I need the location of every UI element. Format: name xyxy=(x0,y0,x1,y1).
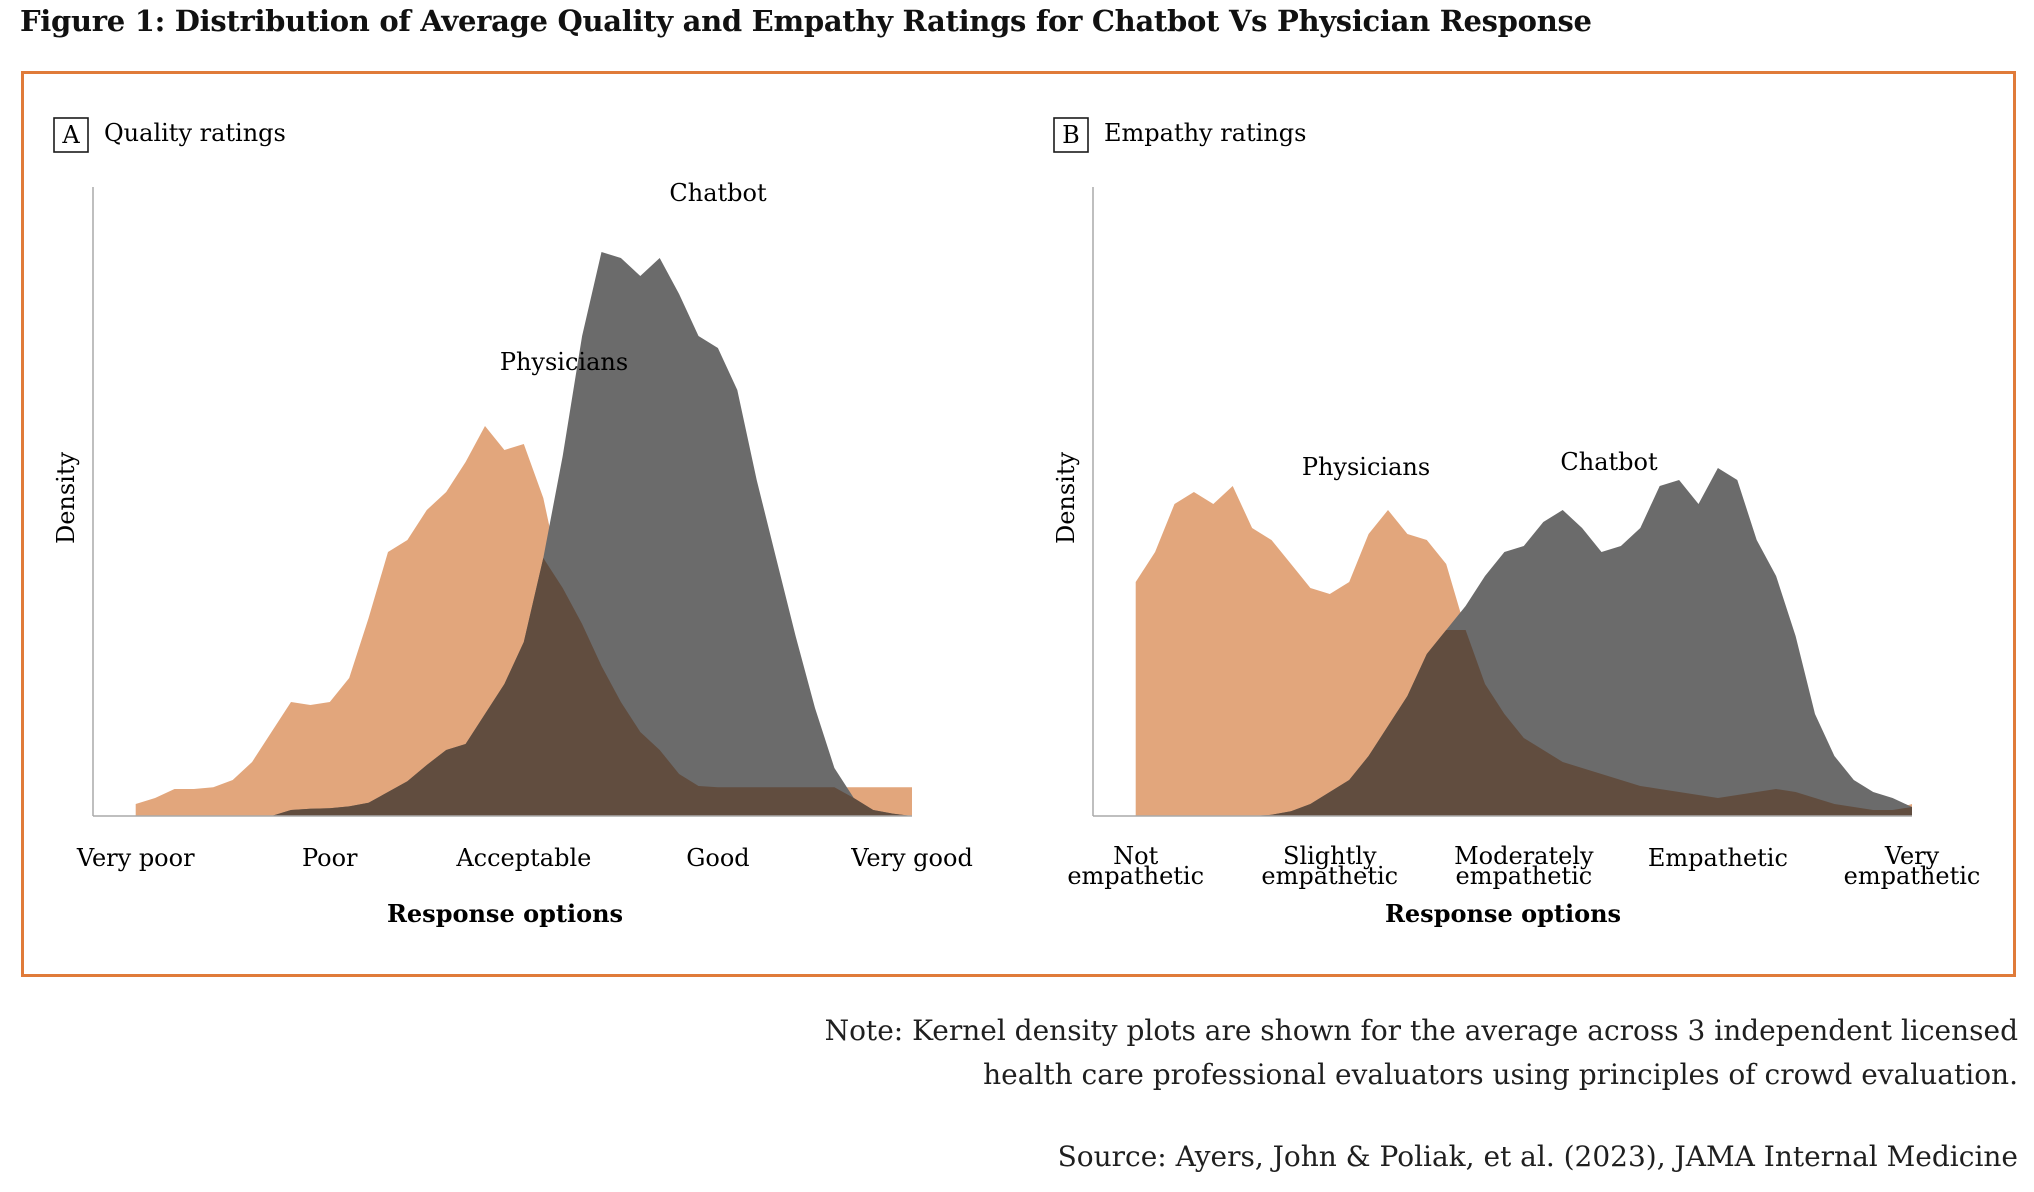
x-tick-label: Very poor xyxy=(76,844,195,872)
chatbot-annotation: Chatbot xyxy=(1560,448,1658,476)
physicians-annotation: Physicians xyxy=(1302,453,1430,481)
physicians-density-area xyxy=(1135,486,1912,816)
x-tick-label: Moderately empathetic xyxy=(1454,842,1594,890)
chatbot-annotation: Chatbot xyxy=(669,179,767,207)
panel-letter: A xyxy=(61,121,80,149)
plot-area xyxy=(135,252,912,816)
x-tick-labels: Not empathetic Slightly empathetic Moderatel… xyxy=(1067,842,1980,890)
panel-letter-box xyxy=(1053,117,1089,153)
panel-letter-box xyxy=(53,117,89,153)
x-tick-label: Very good xyxy=(850,844,973,872)
x-tick-label: Not empathetic xyxy=(1067,842,1204,890)
panel-empathy: B Empathy ratings Density Not empathetic S… xyxy=(1052,117,1980,928)
x-tick-label: Slightly empathetic xyxy=(1261,842,1398,890)
overlap-density-area xyxy=(1135,630,1912,816)
panel-title: Quality ratings xyxy=(104,119,286,147)
y-axis-label: Density xyxy=(1052,452,1080,545)
x-tick-label: Very empathetic xyxy=(1844,842,1981,890)
figure-frame xyxy=(21,71,2016,977)
x-axis-label: Response options xyxy=(387,899,623,928)
x-tick-label: Poor xyxy=(302,844,358,872)
panel-title: Empathy ratings xyxy=(1104,119,1306,147)
chatbot-density-area xyxy=(135,252,912,816)
note-line-2: health care professional evaluators usin… xyxy=(983,1058,2018,1091)
x-tick-label: Acceptable xyxy=(455,844,591,872)
figure-title: Figure 1: Distribution of Average Qualit… xyxy=(20,4,1592,38)
plot-area xyxy=(1135,468,1912,816)
x-tick-label: Good xyxy=(686,844,749,872)
overlap-density-area xyxy=(135,558,912,816)
x-tick-labels: Very poor Poor Acceptable Good Very good xyxy=(76,844,973,872)
x-axis-label: Response options xyxy=(1385,899,1621,928)
panel-quality: A Quality ratings Density Very poor Poor A… xyxy=(52,117,973,928)
y-axis-label: Density xyxy=(52,452,80,545)
x-tick-label: Empathetic xyxy=(1648,844,1788,872)
note-line-1: Note: Kernel density plots are shown for… xyxy=(824,1014,2018,1047)
physicians-density-area xyxy=(135,426,912,816)
source-text: Source: Ayers, John & Poliak, et al. (20… xyxy=(1057,1140,2018,1173)
panel-letter: B xyxy=(1062,121,1080,149)
chatbot-density-area xyxy=(1135,468,1912,816)
physicians-annotation: Physicians xyxy=(500,348,628,376)
